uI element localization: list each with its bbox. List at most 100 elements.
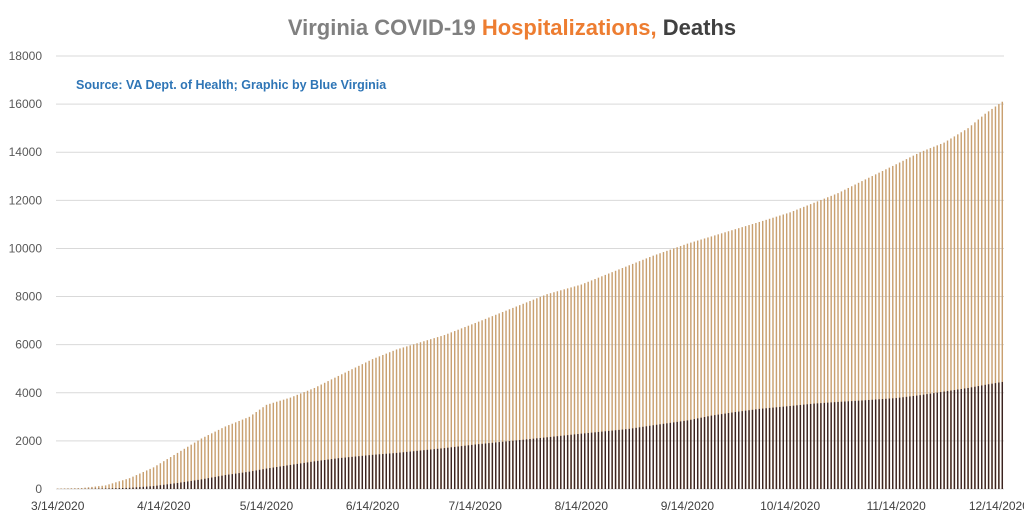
gridlines [56,55,1004,490]
hospitalizations-bar [228,425,230,489]
deaths-bar [549,436,552,489]
hospitalizations-bar [443,335,446,489]
hospitalizations-bar [779,215,781,489]
hospitalizations-bar [447,333,449,489]
deaths-bar [128,487,131,489]
deaths-bar [833,402,836,489]
hospitalizations-bar [190,444,192,489]
deaths-bar [122,488,124,489]
hospitalizations-bar [998,104,1000,490]
deaths-bar [375,454,377,489]
hospitalizations-bar [495,314,497,489]
hospitalizations-bar [861,181,863,489]
deaths-bar [416,450,418,489]
deaths-bar [529,439,531,489]
deaths-bar [211,477,213,489]
deaths-bar [946,391,949,489]
y-tick-label: 12000 [9,193,43,207]
deaths-bar [738,411,740,489]
hospitalizations-bar [604,274,607,489]
hospitalizations-bar [649,257,651,489]
deaths-bar [542,437,545,489]
deaths-bar [163,484,165,489]
deaths-bar [618,429,620,489]
hospitalizations-bar [74,488,76,489]
hospitalizations-bar [683,244,685,489]
hospitalizations-bar [156,465,158,489]
deaths-bar [830,402,832,489]
hospitalizations-bar [436,337,439,489]
y-tick-label: 10000 [9,241,43,255]
deaths-bar [385,453,387,489]
deaths-bar [286,465,288,489]
hospitalizations-bar [419,342,422,489]
hospitalizations-bar [748,225,750,489]
deaths-bar [303,462,305,489]
hospitalizations-bar [406,346,408,489]
deaths-bar [666,423,668,489]
deaths-bar [751,409,754,489]
deaths-bar [765,408,767,489]
deaths-bar [809,403,812,489]
deaths-bar [234,473,237,489]
hospitalizations-bar [453,331,456,489]
hospitalizations-bar [837,193,839,489]
deaths-bar [258,469,261,489]
deaths-bar [378,454,381,489]
hospitalizations-bar [484,318,487,489]
deaths-bar [447,447,449,489]
deaths-bar [703,417,706,489]
deaths-bar [587,432,589,489]
deaths-bar [601,431,603,489]
hospitalizations-bar [402,347,405,489]
deaths-bar [895,398,897,489]
deaths-bar [597,431,600,489]
deaths-bar [467,445,470,489]
deaths-bar [803,404,805,489]
hospitalizations-bar [104,485,107,489]
hospitalizations-bar [850,186,853,490]
deaths-bar [536,438,538,489]
deaths-bar [577,434,579,489]
hospitalizations-bar [830,195,832,489]
deaths-bar [276,467,278,489]
hospitalizations-bar [272,402,275,489]
hospitalizations-bar [286,398,288,489]
deaths-bar [149,486,151,489]
hospitalizations-bar [782,214,784,489]
hospitalizations-bar [385,353,387,489]
deaths-bar [412,451,415,489]
hospitalizations-bar [833,194,836,490]
hospitalizations-bar [152,467,155,489]
deaths-bar [132,487,134,489]
hospitalizations-bar [477,321,480,489]
deaths-bar [409,451,411,489]
hospitalizations-bar [310,389,312,489]
hospitalizations-bar [666,250,668,489]
deaths-bar [560,435,562,489]
deaths-bar [864,400,867,489]
hospitalizations-bar [638,261,641,489]
hospitalizations-bar [358,365,360,489]
deaths-bar [960,389,962,489]
hospitalizations-bar [710,236,713,489]
hospitalizations-bar [816,201,819,490]
hospitalizations-bar [426,340,429,489]
deaths-bar [566,435,569,489]
deaths-bar [892,398,894,489]
deaths-bar [994,383,997,489]
hospitalizations-bar [560,290,562,489]
deaths-bar [881,399,884,489]
deaths-bar [484,443,487,489]
hospitalizations-bar [868,177,870,489]
x-tick-label: 7/14/2020 [449,499,503,513]
hospitalizations-bar [960,132,962,490]
hospitalizations-bar [204,436,206,489]
deaths-bar [926,394,928,489]
hospitalizations-bar [939,143,942,489]
y-tick-label: 6000 [15,338,42,352]
hospitalizations-bar [916,153,918,489]
x-axis-tick-labels: 3/14/2020 4/14/2020 5/14/2020 6/14/2020 7/14… [31,499,1024,513]
deaths-bar [443,448,446,489]
